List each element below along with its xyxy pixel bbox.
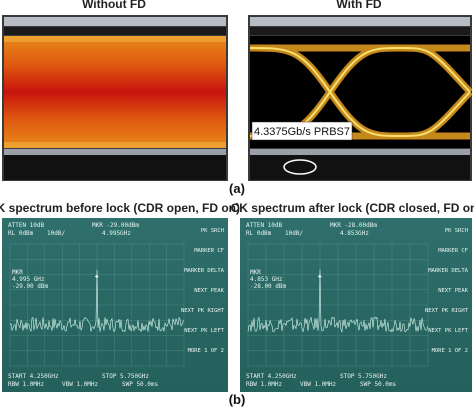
panel-title: CK spectrum before lock (CDR open, FD on… bbox=[0, 201, 240, 215]
softkey: NEXT PK LEFT bbox=[184, 328, 224, 334]
softkey: MARKER CF bbox=[194, 248, 224, 254]
spectrum-trace bbox=[247, 269, 429, 333]
ref-level: RL 0dBm bbox=[8, 230, 34, 237]
marker-label: 4.995 GHz bbox=[12, 276, 45, 283]
start: START 4.250GHz bbox=[8, 373, 59, 380]
swp: SWP 50.0ms bbox=[122, 381, 159, 388]
scale: 10dB/ bbox=[285, 230, 303, 237]
marker-readout: MKR -28.00dBm bbox=[330, 222, 377, 229]
softkey: PK SRCH bbox=[445, 228, 468, 234]
rbw: RBW 1.0MHz bbox=[246, 381, 283, 388]
panel-title: CK spectrum after lock (CDR closed, FD o… bbox=[231, 201, 474, 215]
softkey: MARKER DELTA bbox=[184, 268, 224, 274]
rbw: RBW 1.0MHz bbox=[8, 381, 45, 388]
marker-label: -28.00 dBm bbox=[250, 283, 287, 290]
softkey: NEXT PK LEFT bbox=[428, 328, 468, 334]
annotation: 4.3375Gb/s PRBS7 bbox=[254, 126, 350, 138]
panel-title: Without FD bbox=[82, 0, 146, 11]
marker-label: MKR bbox=[250, 269, 261, 276]
vbw: VBW 1.0MHz bbox=[300, 381, 337, 388]
atten: ATTEN 10dB bbox=[246, 222, 283, 229]
softkey: NEXT PK RIGHT bbox=[425, 308, 469, 314]
scope-screenshot: 4.3375Gb/s PRBS7 bbox=[248, 15, 473, 181]
softkey: NEXT PEAK bbox=[438, 288, 468, 294]
subfigure-label: (a) bbox=[229, 181, 245, 196]
softkey: MARKER CF bbox=[438, 248, 468, 254]
marker-label: MKR bbox=[12, 269, 23, 276]
scope-screenshot bbox=[2, 15, 228, 181]
stop: STOP 5.750GHz bbox=[340, 373, 387, 380]
marker-dot: ◆ bbox=[95, 273, 99, 280]
marker-readout: MKR -29.00dBm bbox=[92, 222, 139, 229]
panel-title: With FD bbox=[336, 0, 382, 11]
marker-freq: 4.995GHz bbox=[102, 230, 131, 237]
softkey: MORE 1 OF 2 bbox=[188, 348, 224, 354]
softkey: PK SRCH bbox=[201, 228, 224, 234]
stop: STOP 5.750GHz bbox=[102, 373, 149, 380]
ref-level: RL 0dBm bbox=[246, 230, 272, 237]
spectrum-trace bbox=[9, 269, 185, 333]
marker-freq: 4.853GHz bbox=[340, 230, 369, 237]
subfigure-label: (b) bbox=[229, 392, 246, 407]
softkey: NEXT PK RIGHT bbox=[181, 308, 225, 314]
scale: 10dB/ bbox=[47, 230, 65, 237]
marker-label: -29.00 dBm bbox=[12, 283, 49, 290]
swp: SWP 50.0ms bbox=[360, 381, 397, 388]
start: START 4.250GHz bbox=[246, 373, 297, 380]
softkey: NEXT PEAK bbox=[194, 288, 224, 294]
marker-label: 4.853 GHz bbox=[250, 276, 283, 283]
softkey: MARKER DELTA bbox=[428, 268, 468, 274]
atten: ATTEN 10dB bbox=[8, 222, 45, 229]
softkey: MORE 1 OF 2 bbox=[432, 348, 468, 354]
marker-dot: ◆ bbox=[318, 273, 322, 280]
vbw: VBW 1.0MHz bbox=[62, 381, 99, 388]
